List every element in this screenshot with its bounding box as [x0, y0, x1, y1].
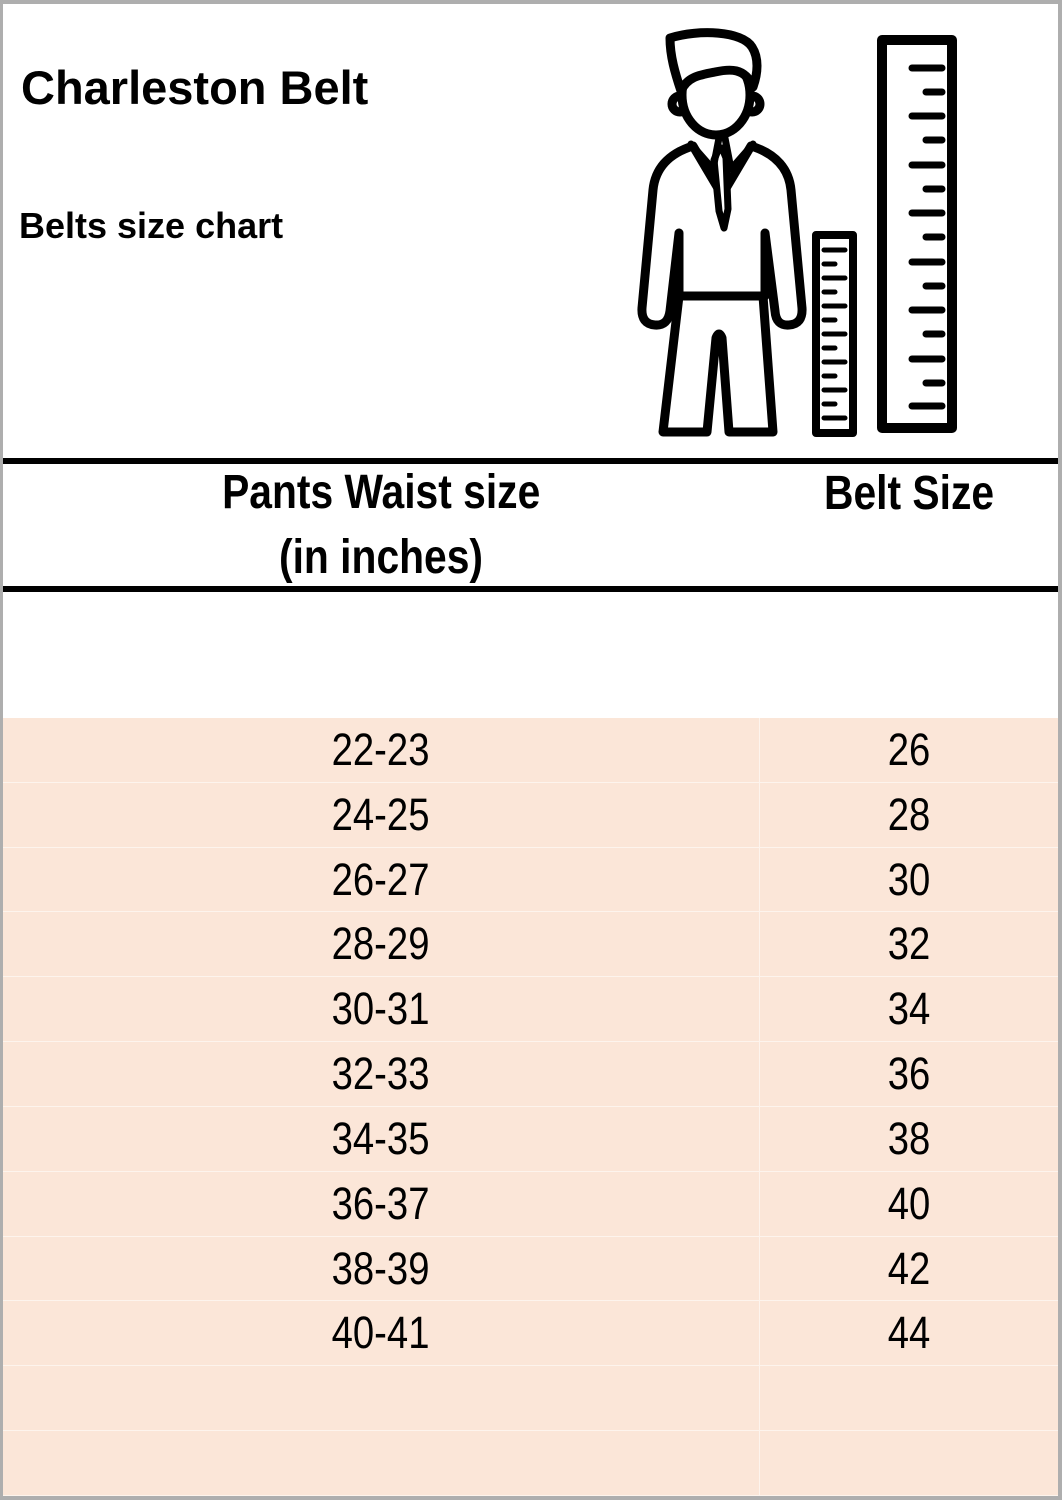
belt-cell: 40	[760, 1172, 1058, 1236]
waist-cell: 28-29	[3, 912, 760, 977]
table-row: 22-23 26	[3, 718, 1058, 783]
belt-cell: 28	[760, 783, 1058, 847]
column-header-waist: Pants Waist size (in inches)	[3, 464, 760, 586]
waist-cell: 22-23	[3, 718, 760, 782]
waist-value: 24-25	[332, 788, 430, 840]
large-ruler-icon	[877, 35, 957, 433]
waist-cell	[3, 1366, 760, 1431]
table-row: 30-31 34	[3, 977, 1058, 1043]
table-header: Pants Waist size (in inches) Belt Size	[3, 458, 1058, 592]
belt-value: 26	[887, 723, 931, 775]
belt-cell	[760, 1366, 1058, 1430]
waist-value: 22-23	[332, 723, 430, 775]
table-row: 36-37 40	[3, 1171, 1058, 1237]
belt-value: 38	[887, 1112, 931, 1164]
belt-header-label: Belt Size	[823, 467, 995, 520]
table-body: 22-23 26 24-25 28 26-27 30 28-29 32 30-3…	[3, 718, 1058, 1496]
table-row: 38-39 42	[3, 1236, 1058, 1302]
table-row: 34-35 38	[3, 1106, 1058, 1172]
belt-cell: 44	[760, 1301, 1058, 1365]
belt-cell: 30	[760, 848, 1058, 912]
waist-cell: 34-35	[3, 1106, 760, 1171]
waist-cell: 38-39	[3, 1236, 760, 1301]
waist-value: 30-31	[332, 983, 430, 1035]
waist-cell	[3, 1431, 760, 1495]
belt-cell: 34	[760, 977, 1058, 1041]
waist-header-line2: (in inches)	[279, 530, 484, 584]
table-row: 40-41 44	[3, 1301, 1058, 1367]
belt-value: 40	[887, 1177, 931, 1229]
waist-value: 40-41	[332, 1307, 430, 1359]
waist-cell: 26-27	[3, 847, 760, 912]
belt-value: 36	[887, 1048, 931, 1100]
table-row: 24-25 28	[3, 782, 1058, 848]
table-row	[3, 1431, 1058, 1496]
belt-value: 34	[887, 983, 931, 1035]
man-figure-icon	[637, 28, 807, 437]
waist-cell: 30-31	[3, 977, 760, 1042]
column-header-belt: Belt Size	[760, 464, 1058, 586]
waist-header-line1: Pants Waist size	[222, 465, 541, 519]
man-with-rulers-icon	[629, 28, 963, 446]
belt-value: 42	[887, 1242, 931, 1294]
belt-value: 28	[887, 788, 931, 840]
waist-value: 26-27	[332, 853, 430, 905]
waist-cell: 40-41	[3, 1301, 760, 1366]
waist-value: 36-37	[332, 1177, 430, 1229]
belt-cell	[760, 1431, 1058, 1495]
waist-value: 32-33	[332, 1048, 430, 1100]
page-subtitle: Belts size chart	[19, 205, 284, 246]
measurement-illustration	[637, 28, 957, 437]
belt-value: 32	[887, 918, 931, 970]
belt-cell: 32	[760, 912, 1058, 976]
waist-cell: 24-25	[3, 782, 760, 847]
waist-cell: 32-33	[3, 1042, 760, 1106]
belt-value: 30	[887, 853, 931, 905]
table-row: 32-33 36	[3, 1042, 1058, 1107]
table-row	[3, 1366, 1058, 1432]
small-ruler-icon	[812, 231, 857, 437]
belt-cell: 42	[760, 1237, 1058, 1301]
belt-cell: 38	[760, 1107, 1058, 1171]
waist-cell: 36-37	[3, 1171, 760, 1236]
page-title: Charleston Belt	[21, 61, 369, 114]
waist-value: 38-39	[332, 1242, 430, 1294]
belt-cell: 26	[760, 718, 1058, 782]
belt-value: 44	[887, 1307, 931, 1359]
waist-value: 28-29	[332, 918, 430, 970]
table-row: 28-29 32	[3, 912, 1058, 978]
table-row: 26-27 30	[3, 847, 1058, 913]
waist-value: 34-35	[332, 1112, 430, 1164]
belt-cell: 36	[760, 1042, 1058, 1106]
